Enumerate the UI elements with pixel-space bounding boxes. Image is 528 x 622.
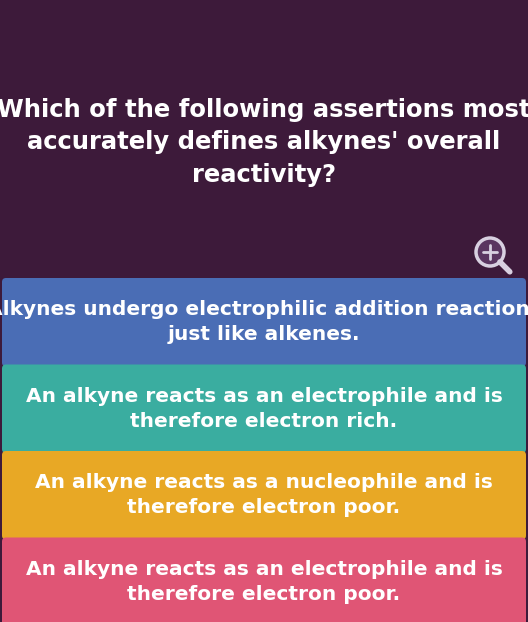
Text: Alkynes undergo electrophilic addition reactions
just like alkenes.: Alkynes undergo electrophilic addition r… — [0, 300, 528, 344]
FancyBboxPatch shape — [2, 278, 526, 366]
Text: Which of the following assertions most
accurately defines alkynes' overall
react: Which of the following assertions most a… — [0, 98, 528, 187]
Circle shape — [476, 238, 504, 266]
Text: An alkyne reacts as an electrophile and is
therefore electron rich.: An alkyne reacts as an electrophile and … — [25, 387, 503, 431]
Text: An alkyne reacts as a nucleophile and is
therefore electron poor.: An alkyne reacts as a nucleophile and is… — [35, 473, 493, 518]
FancyBboxPatch shape — [2, 537, 526, 622]
Text: An alkyne reacts as an electrophile and is
therefore electron poor.: An alkyne reacts as an electrophile and … — [25, 560, 503, 604]
FancyBboxPatch shape — [2, 451, 526, 539]
FancyBboxPatch shape — [2, 364, 526, 453]
